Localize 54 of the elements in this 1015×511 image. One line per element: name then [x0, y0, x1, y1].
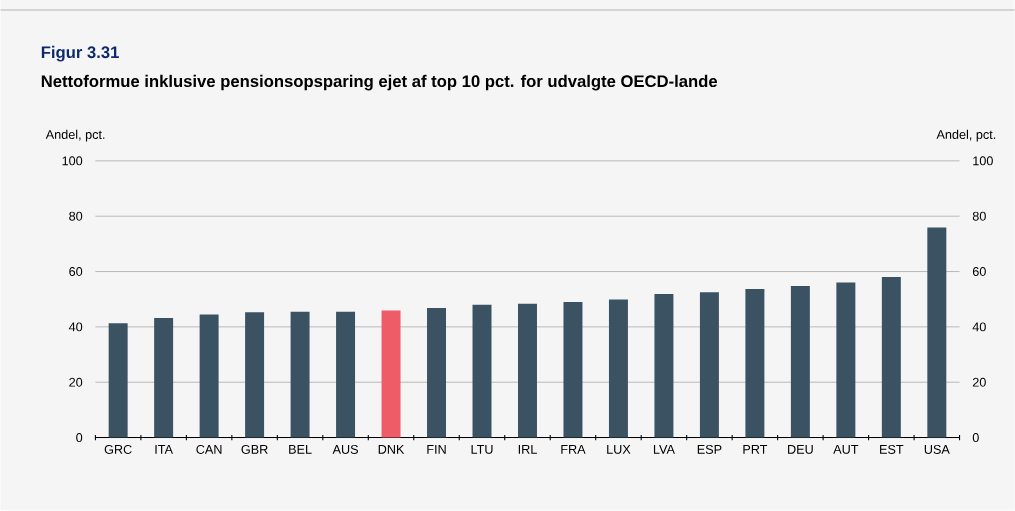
y2-tick-label: 0 [972, 433, 979, 443]
x-tick-label: PRT [743, 445, 768, 454]
x-tick-label: CAN [196, 445, 222, 455]
y-tick-label: 60 [69, 267, 83, 277]
x-tick-label: FRA [561, 445, 586, 454]
y2-tick-label: 100 [973, 156, 993, 166]
y-tick-label: 100 [62, 156, 83, 166]
bar [518, 303, 537, 438]
chart-subtitle: Nettoformue inklusive pensionsopsparing ejet af top 10 pct. for udvalgte OECD-lande [41, 75, 718, 91]
bar [745, 289, 765, 438]
bar [108, 323, 128, 438]
chart-title: Figur 3.31 [41, 46, 119, 62]
x-tick-label: ESP [697, 445, 722, 455]
bar [881, 277, 901, 438]
y-tick-label: 40 [68, 322, 83, 332]
bar [699, 292, 719, 438]
bar [336, 311, 356, 438]
x-tick-label: EST [880, 445, 904, 455]
x-tick-label: LTU [471, 445, 493, 455]
x-tick-label: FIN [427, 445, 446, 454]
y2-tick-label: 40 [972, 322, 986, 332]
x-tick-label: AUT [833, 445, 859, 455]
y-axis-title: Andel, pct. [45, 129, 105, 142]
bar [381, 310, 401, 438]
bar [472, 305, 492, 438]
bar [563, 302, 583, 438]
bar [290, 311, 310, 438]
x-tick-label: IRL [518, 445, 537, 454]
x-tick-label: LUX [607, 445, 631, 455]
bar [790, 286, 810, 438]
y-tick-label: 0 [76, 433, 83, 443]
x-tick-label: GRC [104, 445, 132, 455]
x-tick-label: DNK [378, 445, 405, 454]
x-tick-label: USA [924, 445, 950, 455]
x-tick-label: AUS [332, 445, 358, 455]
bar [927, 227, 947, 438]
y2-tick-label: 60 [972, 267, 986, 277]
x-tick-label: BEL [289, 445, 312, 454]
x-tick-label: DEU [788, 445, 813, 455]
bar [654, 294, 674, 438]
bar [245, 312, 265, 438]
bar [199, 314, 219, 438]
y-tick-label: 80 [69, 211, 83, 221]
x-tick-label: GBR [241, 445, 268, 455]
y2-tick-label: 20 [972, 378, 986, 387]
bar [836, 282, 856, 438]
bar [427, 308, 447, 438]
y2-tick-label: 80 [972, 211, 986, 221]
y-tick-label: 20 [69, 378, 83, 387]
bar [154, 318, 174, 438]
x-tick-label: LVA [653, 445, 675, 454]
x-tick-label: ITA [155, 445, 173, 454]
y2-axis-title: Andel, pct. [936, 129, 996, 142]
bar [608, 299, 628, 438]
